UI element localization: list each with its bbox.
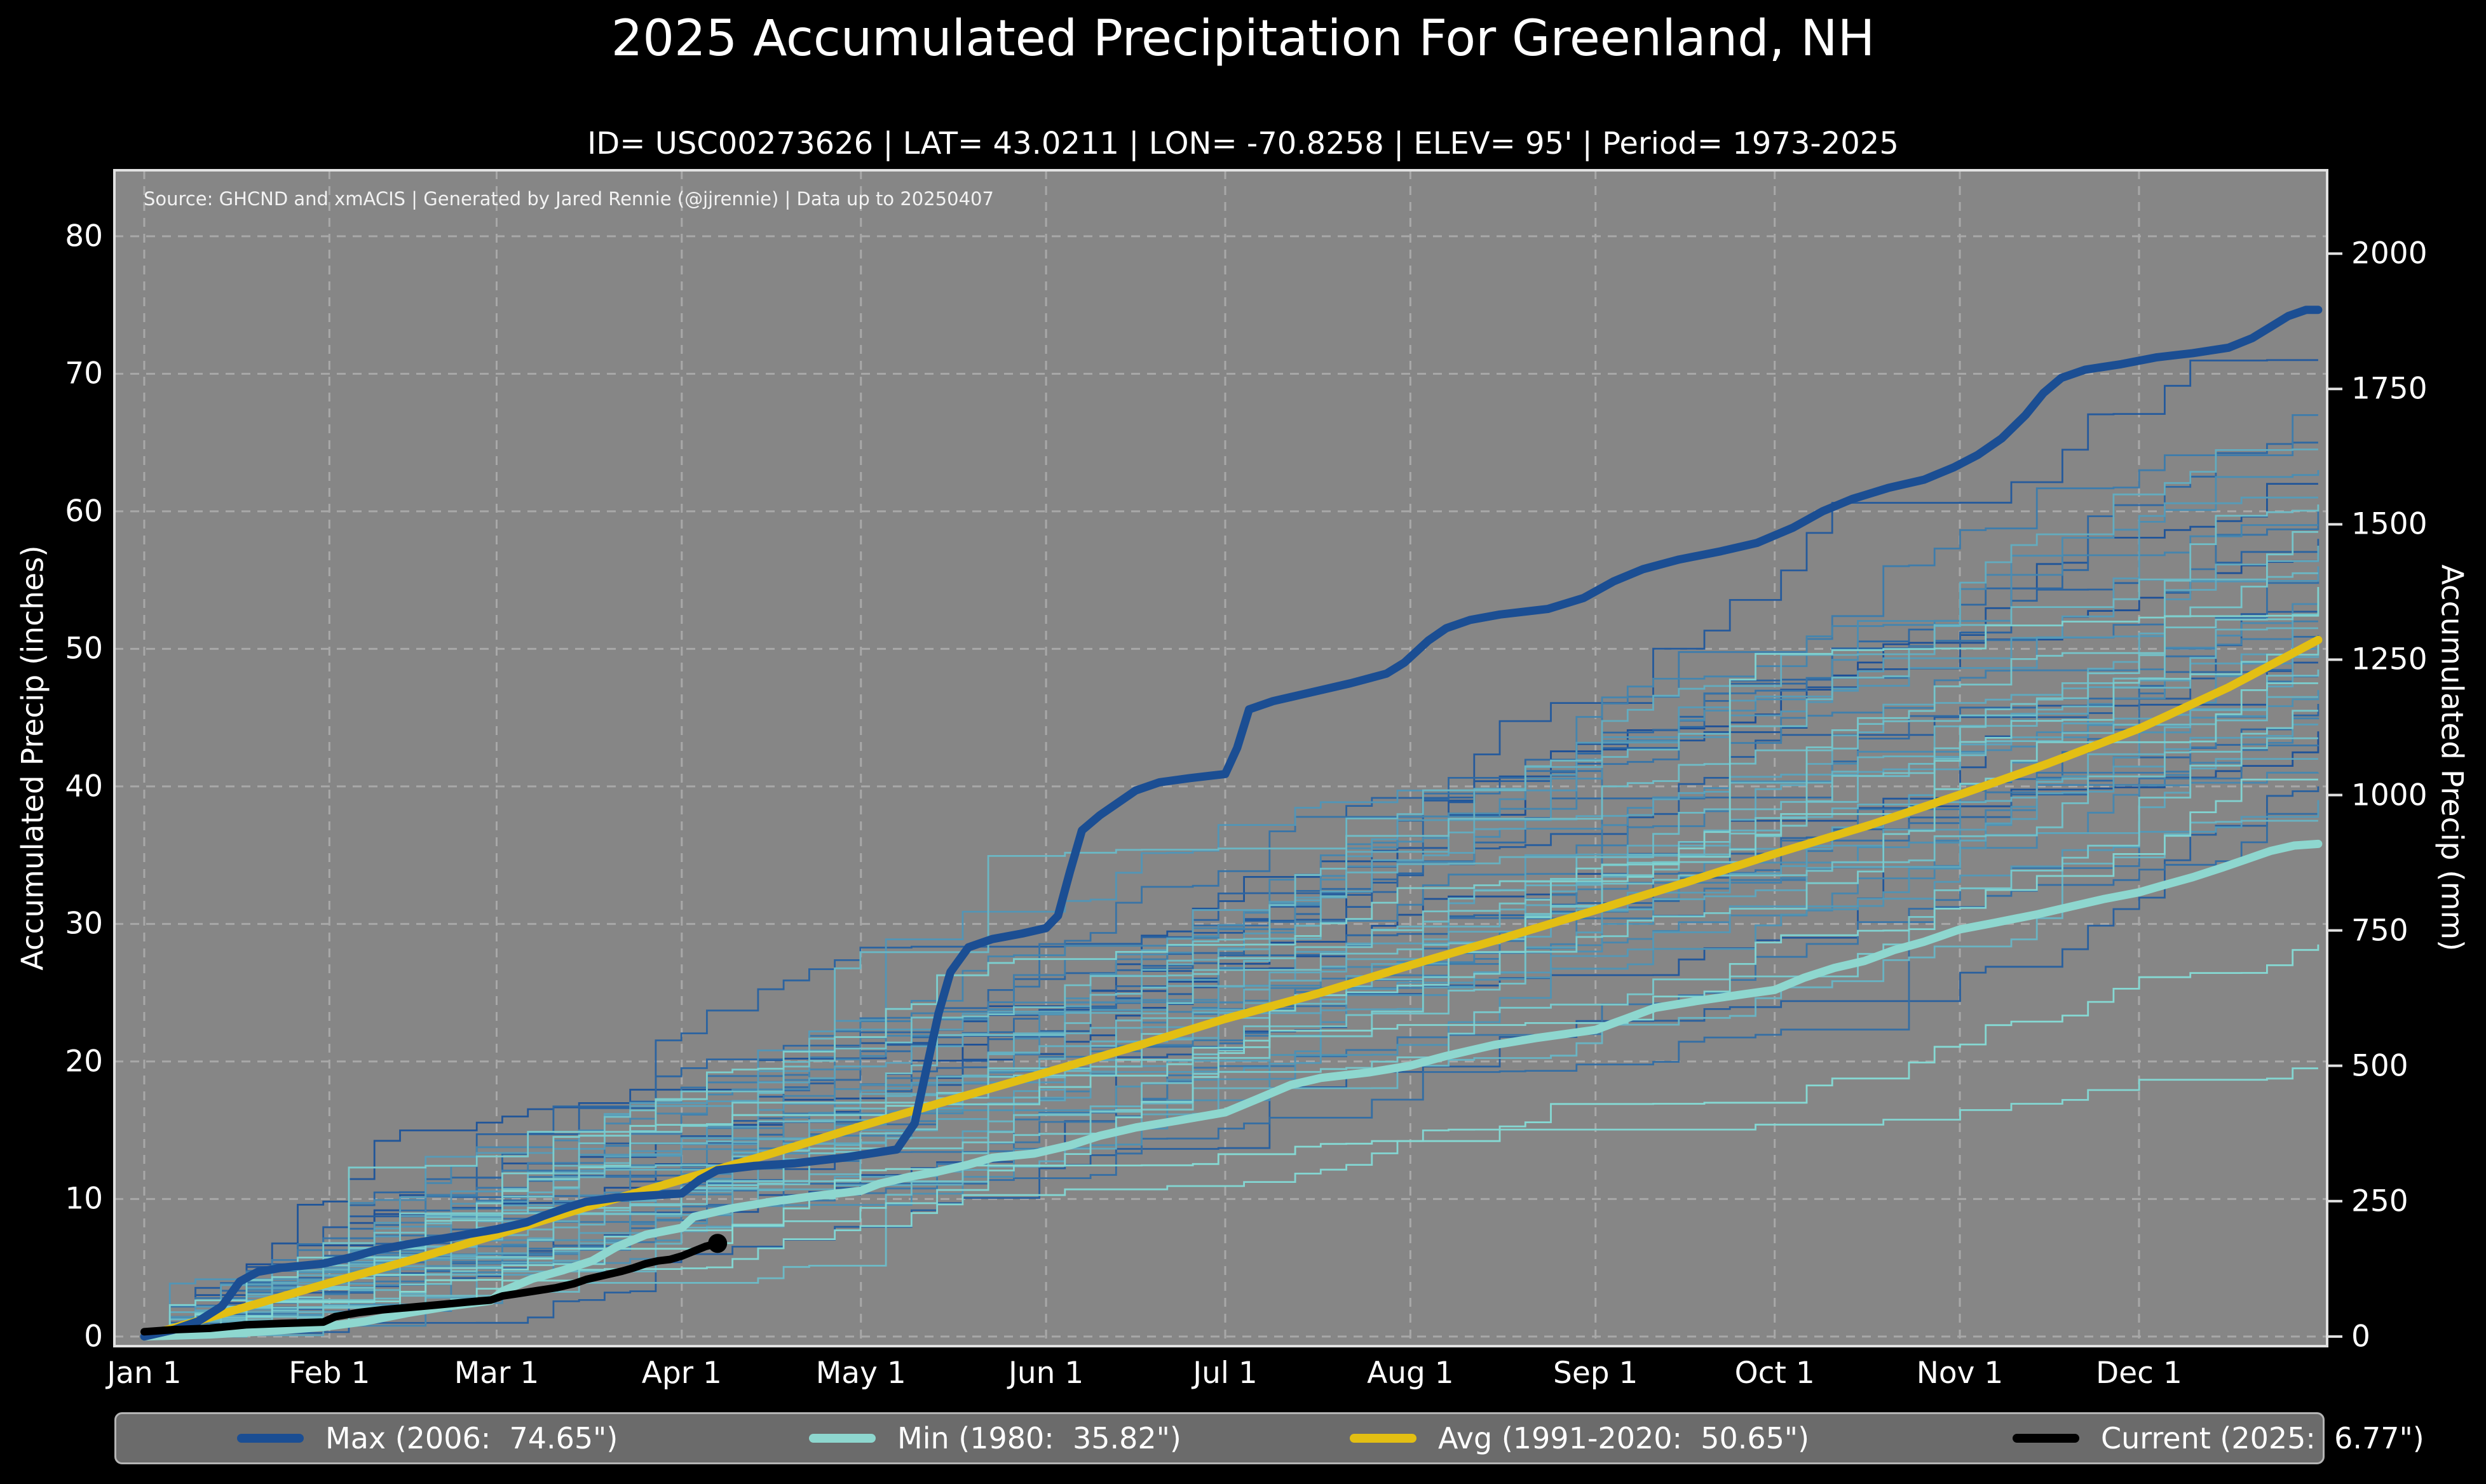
legend-item: Max (2006: 74.65") bbox=[237, 1421, 618, 1455]
x-tick-label: Aug 1 bbox=[1367, 1356, 1454, 1391]
x-tick-label: Mar 1 bbox=[454, 1356, 540, 1391]
legend-label: Max (2006: 74.65") bbox=[325, 1421, 618, 1455]
legend-item: Current (2025: 6.77") bbox=[2013, 1421, 2424, 1455]
y-tick-label-mm: 750 bbox=[2351, 913, 2408, 948]
year-line bbox=[144, 786, 2320, 1338]
year-line bbox=[144, 710, 2318, 1338]
legend-label: Min (1980: 35.82") bbox=[897, 1421, 1181, 1455]
ensemble-year-lines bbox=[144, 359, 2320, 1338]
x-tick-label: Sep 1 bbox=[1553, 1356, 1638, 1391]
right-tick-marks bbox=[2327, 252, 2342, 1338]
chart-title: 2025 Accumulated Precipitation For Green… bbox=[611, 10, 1875, 67]
legend-label: Current (2025: 6.77") bbox=[2101, 1421, 2424, 1455]
y-tick-label-mm: 1750 bbox=[2351, 371, 2428, 407]
year-line bbox=[144, 587, 2320, 1338]
y-tick-label-inches: 0 bbox=[84, 1319, 103, 1354]
min-line-swatch bbox=[809, 1434, 876, 1443]
min-1980--line bbox=[140, 839, 2323, 1341]
y-tick-label-mm: 1500 bbox=[2351, 506, 2428, 542]
y-axis-label-mm: Accumulated Precip (mm) bbox=[2434, 564, 2469, 952]
max-line-swatch bbox=[237, 1434, 304, 1443]
y-tick-label-inches: 50 bbox=[65, 631, 103, 666]
y-tick-label-inches: 70 bbox=[65, 356, 103, 391]
year-line bbox=[144, 682, 2318, 1338]
x-tick-label: Feb 1 bbox=[289, 1356, 370, 1391]
y-tick-label-inches: 10 bbox=[65, 1181, 103, 1217]
x-tick-label: Jun 1 bbox=[1008, 1356, 1084, 1391]
y-tick-label-mm: 1000 bbox=[2351, 778, 2428, 813]
x-tick-label: Apr 1 bbox=[641, 1356, 722, 1391]
y-tick-label-inches: 60 bbox=[65, 494, 103, 529]
current-line-swatch bbox=[2013, 1434, 2079, 1443]
year-line bbox=[144, 745, 2320, 1338]
y-tick-label-mm: 250 bbox=[2351, 1184, 2408, 1219]
legend-bar: Max (2006: 74.65") Min (1980: 35.82") Avg … bbox=[114, 1412, 2424, 1464]
x-tick-label: Jan 1 bbox=[107, 1356, 182, 1391]
avg-line-swatch bbox=[1350, 1434, 1416, 1443]
source-note: Source: GHCND and xmACIS | Generated by … bbox=[144, 188, 994, 210]
y-tick-label-mm: 1250 bbox=[2351, 642, 2428, 677]
year-line bbox=[144, 504, 2320, 1338]
x-tick-label: Nov 1 bbox=[1916, 1356, 2004, 1391]
y-tick-label-mm: 500 bbox=[2351, 1048, 2408, 1084]
current-end-marker bbox=[708, 1234, 728, 1253]
year-line bbox=[144, 531, 2318, 1338]
year-line bbox=[144, 1067, 2318, 1338]
year-line bbox=[144, 778, 2318, 1338]
year-line bbox=[144, 642, 2320, 1338]
x-tick-label: Dec 1 bbox=[2096, 1356, 2182, 1391]
year-line bbox=[144, 414, 2318, 1338]
max-2006--line bbox=[140, 306, 2323, 1341]
y-tick-label-mm: 2000 bbox=[2351, 236, 2428, 271]
main-series bbox=[140, 306, 2323, 1341]
legend-item: Min (1980: 35.82") bbox=[809, 1421, 1181, 1455]
y-tick-label-mm: 0 bbox=[2351, 1319, 2370, 1354]
avg-1991-2020--line bbox=[140, 635, 2323, 1341]
plot-background bbox=[114, 170, 2327, 1346]
x-tick-label: Jul 1 bbox=[1193, 1356, 1258, 1391]
x-tick-label: May 1 bbox=[815, 1356, 906, 1391]
y-tick-label-inches: 40 bbox=[65, 769, 103, 804]
y-tick-label-inches: 30 bbox=[65, 906, 103, 941]
year-line bbox=[144, 566, 2320, 1338]
legend-item: Avg (1991-2020: 50.65") bbox=[1350, 1421, 1809, 1455]
y-tick-label-inches: 80 bbox=[65, 219, 103, 254]
plot-border bbox=[113, 169, 2328, 1347]
y-tick-label-inches: 20 bbox=[65, 1044, 103, 1079]
current-2025--line bbox=[140, 1239, 722, 1336]
legend-label: Avg (1991-2020: 50.65") bbox=[1438, 1421, 1810, 1455]
x-tick-label: Oct 1 bbox=[1734, 1356, 1815, 1391]
year-line bbox=[144, 944, 2320, 1338]
year-line bbox=[144, 539, 2320, 1338]
station-subtitle: ID= USC00273626 | LAT= 43.0211 | LON= -7… bbox=[587, 126, 1899, 161]
